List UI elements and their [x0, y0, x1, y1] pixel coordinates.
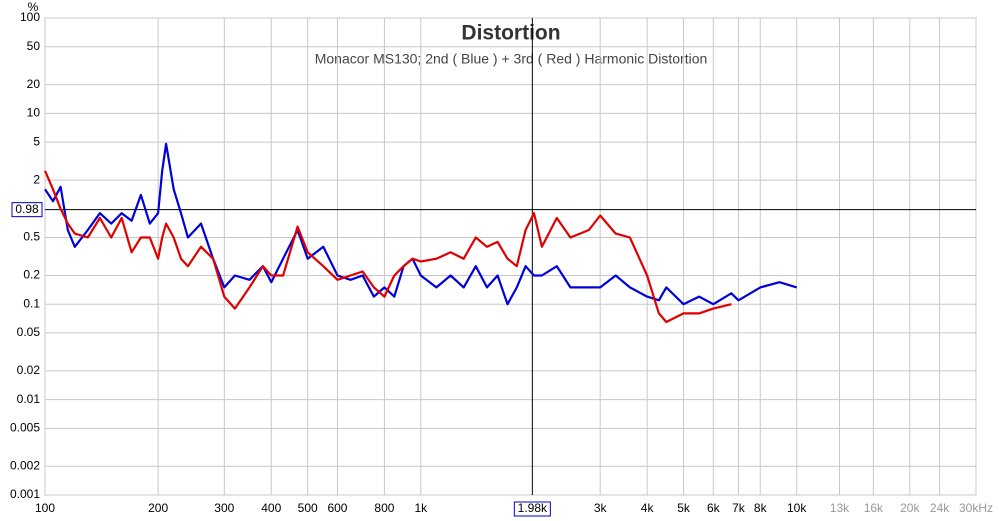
y-tick-label: 0.01: [17, 392, 41, 406]
x-tick-label: 7k: [732, 501, 746, 515]
x-tick-label: 200: [148, 501, 168, 515]
cursor-label-box: [513, 501, 551, 517]
y-tick-label: 0.5: [23, 230, 40, 244]
y-tick-label: 2: [33, 172, 40, 186]
x-tick-label: 10k: [787, 501, 807, 515]
y-tick-label: 0.02: [17, 363, 41, 377]
chart-title: Distortion: [461, 22, 560, 45]
cursor-label: 0.98: [15, 202, 39, 216]
x-tick-label: 20k: [900, 501, 920, 515]
x-tick-label: 30kHz: [959, 501, 993, 515]
y-tick-label: 0.05: [17, 325, 41, 339]
x-tick-label: 4k: [641, 501, 655, 515]
y-tick-label: 20: [27, 77, 41, 91]
x-tick-label: 5k: [677, 501, 691, 515]
x-tick-label: 13k: [830, 501, 850, 515]
x-tick-label: 16k: [864, 501, 884, 515]
cursor-label: 1.98k: [518, 501, 548, 515]
x-tick-label: 500: [298, 501, 318, 515]
x-tick-label: 800: [374, 501, 394, 515]
chart-subtitle: Monacor MS130; 2nd ( Blue ) + 3rd ( Red …: [315, 51, 708, 67]
y-tick-label: 100: [20, 10, 40, 24]
y-tick-label: 0.001: [10, 487, 40, 501]
y-tick-label: 0.1: [23, 296, 40, 310]
x-tick-label: 600: [327, 501, 347, 515]
x-tick-label: 1k: [414, 501, 428, 515]
y-tick-label: 5: [33, 134, 40, 148]
x-tick-label: 24k: [930, 501, 950, 515]
x-tick-label: 100: [35, 501, 55, 515]
plot-area: [44, 17, 977, 496]
x-tick-label: 6k: [707, 501, 721, 515]
x-tick-label: 3k: [594, 501, 608, 515]
y-tick-label: 0.002: [10, 458, 40, 472]
x-tick-label: 300: [214, 501, 234, 515]
y-tick-label: 10: [27, 106, 41, 120]
y-unit: %: [28, 0, 39, 14]
series-line: [43, 170, 732, 324]
x-tick-label: 8k: [754, 501, 768, 515]
y-tick-label: 50: [27, 39, 41, 53]
y-tick-label: 0.2: [23, 268, 40, 282]
y-tick-label: 0.005: [10, 420, 40, 434]
cursor-label-box: [11, 202, 43, 218]
x-tick-label: 400: [261, 501, 281, 515]
